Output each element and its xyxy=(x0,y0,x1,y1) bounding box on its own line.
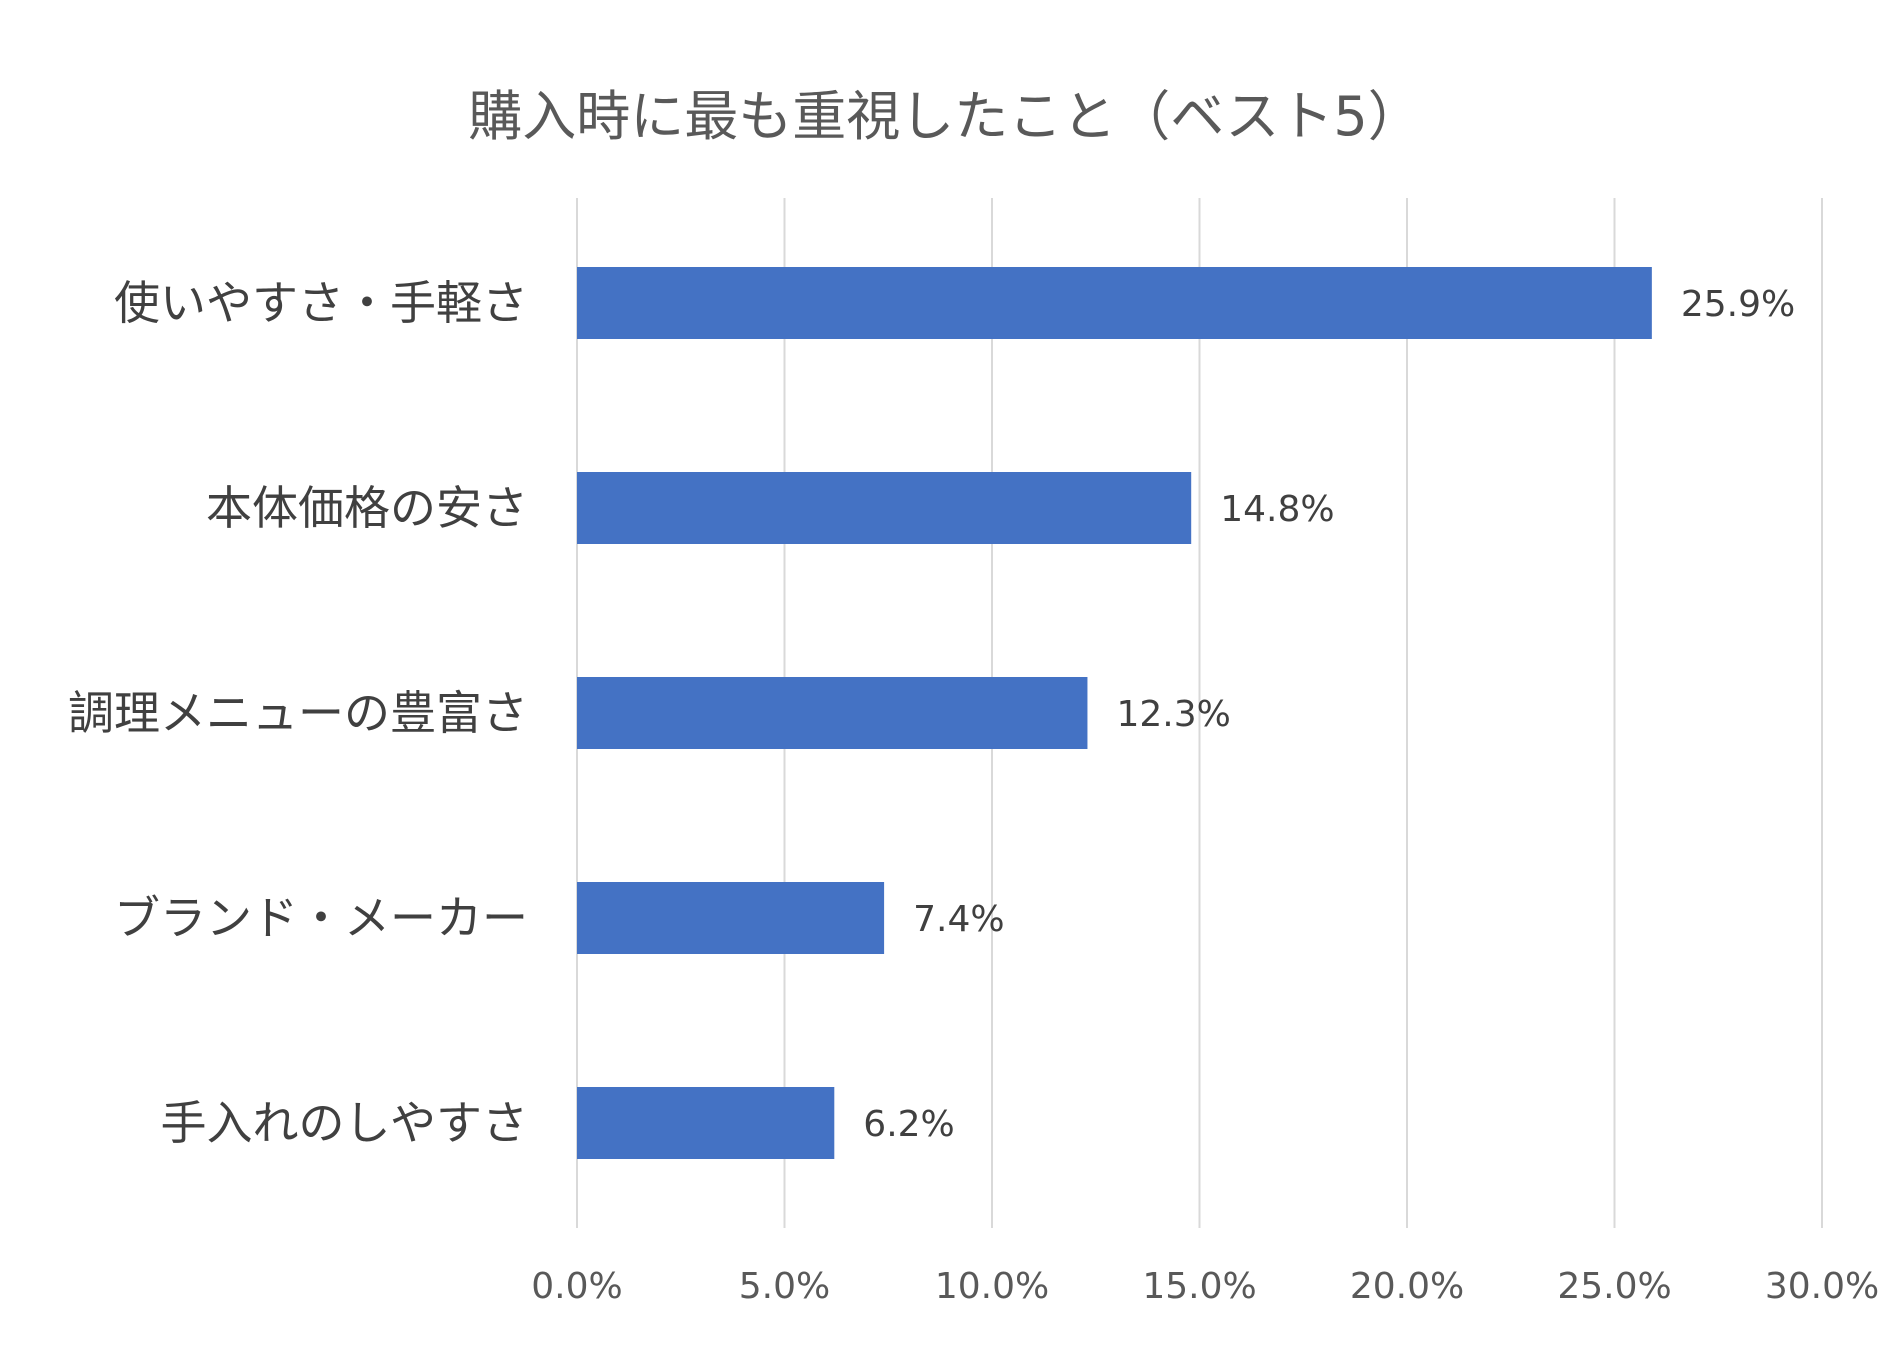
x-tick-label: 0.0% xyxy=(531,1266,622,1307)
data-labels: 25.9% 14.8% 12.3% 7.4% 6.2% xyxy=(863,284,1795,1145)
category-label: 使いやすさ・手軽さ xyxy=(114,276,528,330)
bar xyxy=(577,677,1088,749)
data-label: 14.8% xyxy=(1220,489,1334,530)
chart-title: 購入時に最も重視したこと（ベスト5） xyxy=(468,85,1421,148)
data-label: 6.2% xyxy=(863,1104,954,1145)
x-tick-label: 10.0% xyxy=(935,1266,1049,1307)
category-labels: 使いやすさ・手軽さ本体価格の安さ調理メニューの豊富さブランド・メーカー手入れのし… xyxy=(68,276,528,1150)
x-tick-label: 15.0% xyxy=(1142,1266,1256,1307)
bar xyxy=(577,1087,835,1159)
x-tick-label: 5.0% xyxy=(739,1266,830,1307)
bar xyxy=(577,882,885,954)
data-label: 12.3% xyxy=(1116,694,1230,735)
bars xyxy=(577,267,1652,1159)
category-label: ブランド・メーカー xyxy=(114,891,528,945)
x-tick-label: 20.0% xyxy=(1350,1266,1464,1307)
bar xyxy=(577,472,1192,544)
x-tick-label: 30.0% xyxy=(1765,1266,1879,1307)
data-label: 25.9% xyxy=(1681,284,1795,325)
category-label: 調理メニューの豊富さ xyxy=(68,686,528,740)
category-label: 手入れのしやすさ xyxy=(160,1096,528,1150)
bar xyxy=(577,267,1652,339)
x-axis-tick-labels: 0.0% 5.0% 10.0% 15.0% 20.0% 25.0% 30.0% xyxy=(531,1266,1879,1307)
category-label: 本体価格の安さ xyxy=(206,481,528,535)
x-tick-label: 25.0% xyxy=(1557,1266,1671,1307)
data-label: 7.4% xyxy=(913,899,1004,940)
